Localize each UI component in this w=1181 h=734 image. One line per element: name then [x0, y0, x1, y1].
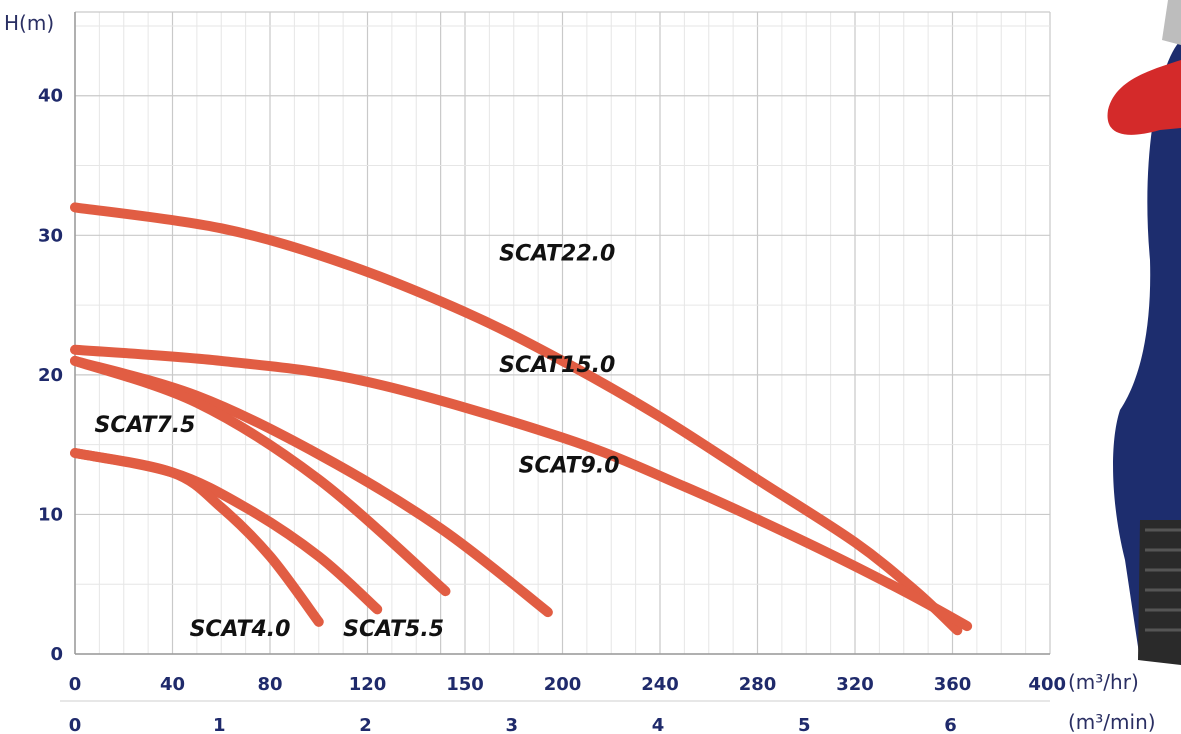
curve-label-scat9-0: SCAT9.0 [519, 454, 620, 479]
curve-label-scat7-5: SCAT7.5 [95, 413, 196, 438]
x-tick-label-secondary: 5 [798, 715, 811, 734]
pump-image [1107, 0, 1181, 734]
x-axis-unit-secondary: (m³/min) [1068, 710, 1156, 734]
x-tick-label-primary: 360 [934, 674, 972, 695]
x-tick-label-primary: 40 [160, 674, 185, 695]
chart-axes [60, 12, 1050, 702]
x-tick-label-primary: 120 [349, 674, 387, 695]
x-tick-label-secondary: 6 [944, 715, 957, 734]
curve-label-scat22-0: SCAT22.0 [499, 241, 615, 266]
x-tick-label-secondary: 1 [213, 715, 226, 734]
y-tick-label: 30 [38, 225, 63, 246]
x-tick-label-primary: 80 [257, 674, 282, 695]
y-tick-label: 20 [38, 365, 63, 386]
curve-label-scat5-5: SCAT5.5 [343, 617, 444, 642]
y-tick-label: 10 [38, 504, 63, 525]
chart-curves [70, 202, 973, 636]
x-tick-label-primary: 400 [1028, 674, 1066, 695]
x-tick-label-secondary: 4 [652, 715, 665, 734]
y-tick-label: 0 [50, 644, 63, 665]
x-tick-label-primary: 200 [544, 674, 582, 695]
chart-curve-labels: SCAT22.0 SCAT15.0 SCAT9.0 SCAT7.5 SCAT5.5 SCA… [95, 241, 620, 641]
x-tick-label-primary: 280 [739, 674, 777, 695]
curve-scat7-5 [70, 355, 451, 597]
curve-scat15-0 [70, 344, 973, 632]
curve-scat22-0 [70, 202, 963, 636]
y-tick-label: 40 [38, 86, 63, 107]
x-tick-label-primary: 0 [69, 674, 82, 695]
x-tick-label-primary: 240 [641, 674, 679, 695]
x-axis-unit-primary: (m³/hr) [1068, 670, 1139, 694]
curve-label-scat15-0: SCAT15.0 [499, 353, 615, 378]
x-tick-label-secondary: 3 [505, 715, 518, 734]
curve-label-scat4-0: SCAT4.0 [190, 617, 291, 642]
x-tick-label-primary: 320 [836, 674, 874, 695]
curve-scat4-0 [70, 448, 324, 627]
y-axis-label: H(m) [4, 11, 54, 35]
curve-scat5-5 [70, 448, 383, 615]
curve-scat9-0 [70, 355, 553, 618]
x-tick-label-primary: 150 [446, 674, 484, 695]
chart-grid [74, 11, 1051, 655]
x-tick-label-secondary: 2 [359, 715, 372, 734]
x-tick-label-secondary: 0 [69, 715, 82, 734]
